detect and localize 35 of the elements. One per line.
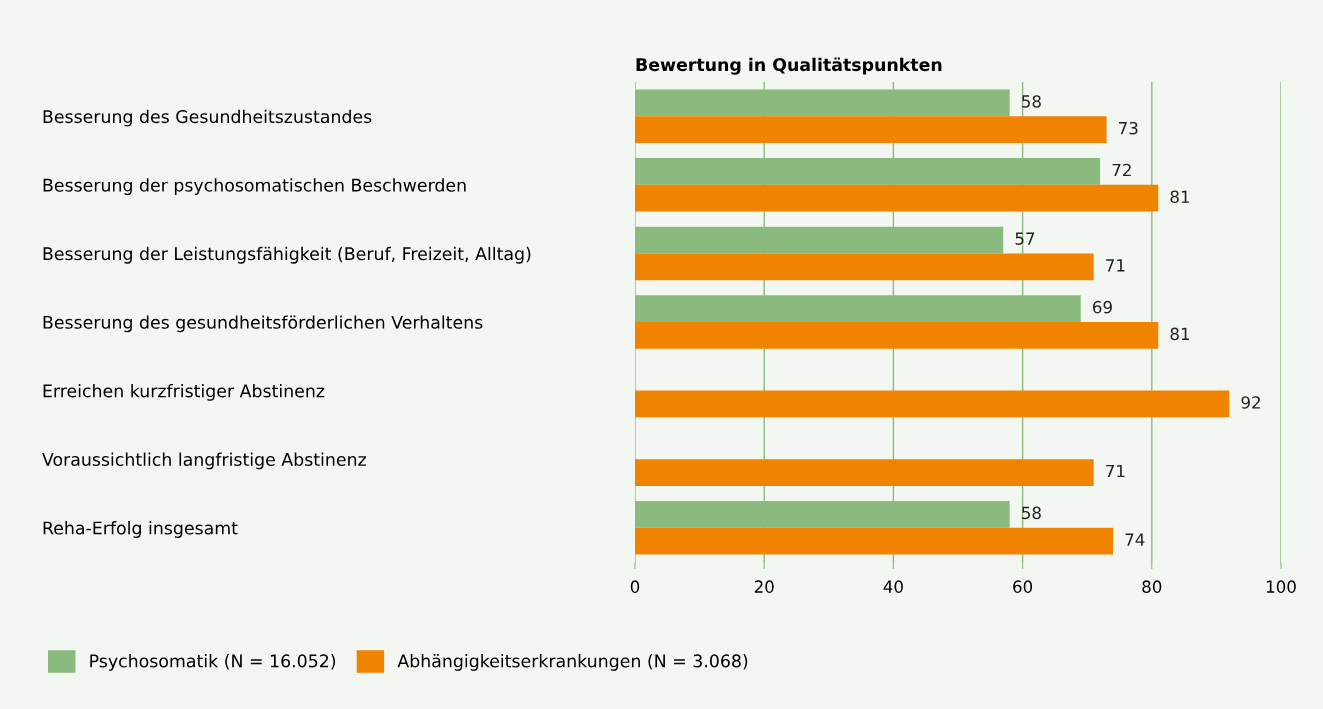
data-label: 92 [1241, 396, 1260, 409]
data-label: 71 [1106, 464, 1125, 478]
legend-label: Abhängigkeitserkrankungen (N = 3.068) [397, 654, 748, 671]
data-label: 73 [1119, 121, 1138, 135]
data-label: 57 [1015, 232, 1035, 245]
x-tick-label: 40 [883, 580, 903, 593]
bar [635, 116, 1107, 144]
data-label: 81 [1170, 327, 1190, 341]
bar [635, 390, 1230, 418]
x-tick-label: 100 [1266, 580, 1296, 593]
y-tick-label: Besserung des gesundheitsförderlichen Verhaltens [43, 315, 483, 333]
bar [635, 184, 1159, 212]
y-tick-label: Voraussichtlich langfristige Abstinenz [42, 452, 366, 470]
data-label: 81 [1170, 190, 1190, 204]
chart-title: Bewertung in Qualitätspunkten [636, 57, 942, 75]
y-tick-label: Erreichen kurzfristiger Abstinenz [43, 383, 325, 401]
data-label: 58 [1022, 95, 1041, 108]
bar [635, 253, 1094, 281]
bar [635, 322, 1159, 349]
legend-label: Psychosomatik (N = 16.052) [90, 654, 336, 671]
data-label: 72 [1112, 163, 1131, 177]
x-tick-label: 60 [1013, 580, 1033, 593]
x-tick-label: 0 [630, 580, 640, 593]
y-tick-label: Besserung der psychosomatischen Beschwerden [43, 178, 466, 196]
data-label: 69 [1093, 300, 1112, 314]
y-tick-label: Besserung des Gesundheitszustandes [43, 109, 372, 127]
data-label: 71 [1106, 259, 1125, 272]
y-tick-label: Reha-Erfolg insgesamt [43, 521, 238, 538]
data-label: 74 [1125, 533, 1145, 546]
bar [635, 459, 1094, 486]
data-label: 58 [1022, 506, 1041, 520]
y-tick-label: Besserung der Leistungsfähigkeit (Beruf, Freizeit, Alltag) [43, 246, 531, 264]
x-tick-label: 80 [1142, 580, 1162, 593]
x-tick-label: 20 [754, 580, 774, 593]
bar [635, 527, 1114, 555]
